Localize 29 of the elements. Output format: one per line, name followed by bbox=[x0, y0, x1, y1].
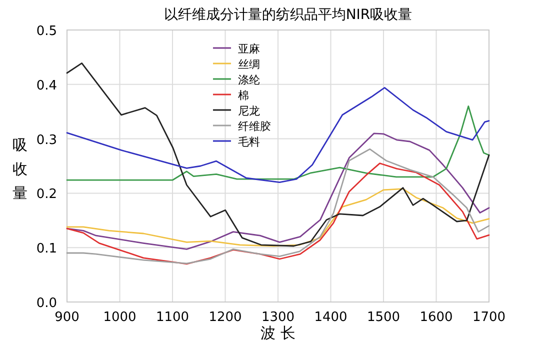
line-series bbox=[66, 132, 490, 250]
y-tick-label: 0.2 bbox=[36, 187, 57, 202]
y-tick-label: 0.3 bbox=[36, 132, 57, 148]
legend-label: 涤纶 bbox=[238, 74, 260, 86]
x-tick-label: 900 bbox=[54, 310, 80, 325]
y-tick-label: 0.0 bbox=[36, 296, 57, 311]
x-axis-title: 波 长 bbox=[260, 324, 296, 342]
legend-label: 尼龙 bbox=[238, 104, 260, 118]
x-tick-label: 1500 bbox=[366, 310, 400, 325]
x-tick-label: 1200 bbox=[208, 310, 242, 325]
legend-label: 棉 bbox=[238, 89, 249, 102]
line-series bbox=[66, 188, 490, 247]
legend-label: 纤维胶 bbox=[238, 120, 271, 133]
x-tick-label: 1000 bbox=[103, 310, 136, 325]
x-tick-label: 1700 bbox=[472, 310, 506, 325]
chart-title: 以纤维成分计量的纺织品平均NIR吸收量 bbox=[164, 7, 412, 23]
x-tick-label: 1600 bbox=[420, 310, 453, 325]
legend-label: 亚麻 bbox=[238, 42, 260, 56]
legend-label: 丝绸 bbox=[238, 58, 260, 71]
x-tick-label: 1400 bbox=[314, 310, 348, 325]
x-tick-label: 1100 bbox=[156, 310, 190, 325]
x-tick-label: 1300 bbox=[261, 310, 295, 325]
y-tick-label: 0.5 bbox=[36, 24, 57, 39]
y-axis-title: 吸收量 bbox=[12, 136, 28, 202]
legend-label: 毛料 bbox=[238, 136, 260, 148]
line-series bbox=[66, 106, 490, 181]
y-tick-label: 0.4 bbox=[36, 78, 57, 94]
line-series bbox=[66, 87, 490, 183]
y-tick-label: 0.1 bbox=[36, 242, 57, 257]
